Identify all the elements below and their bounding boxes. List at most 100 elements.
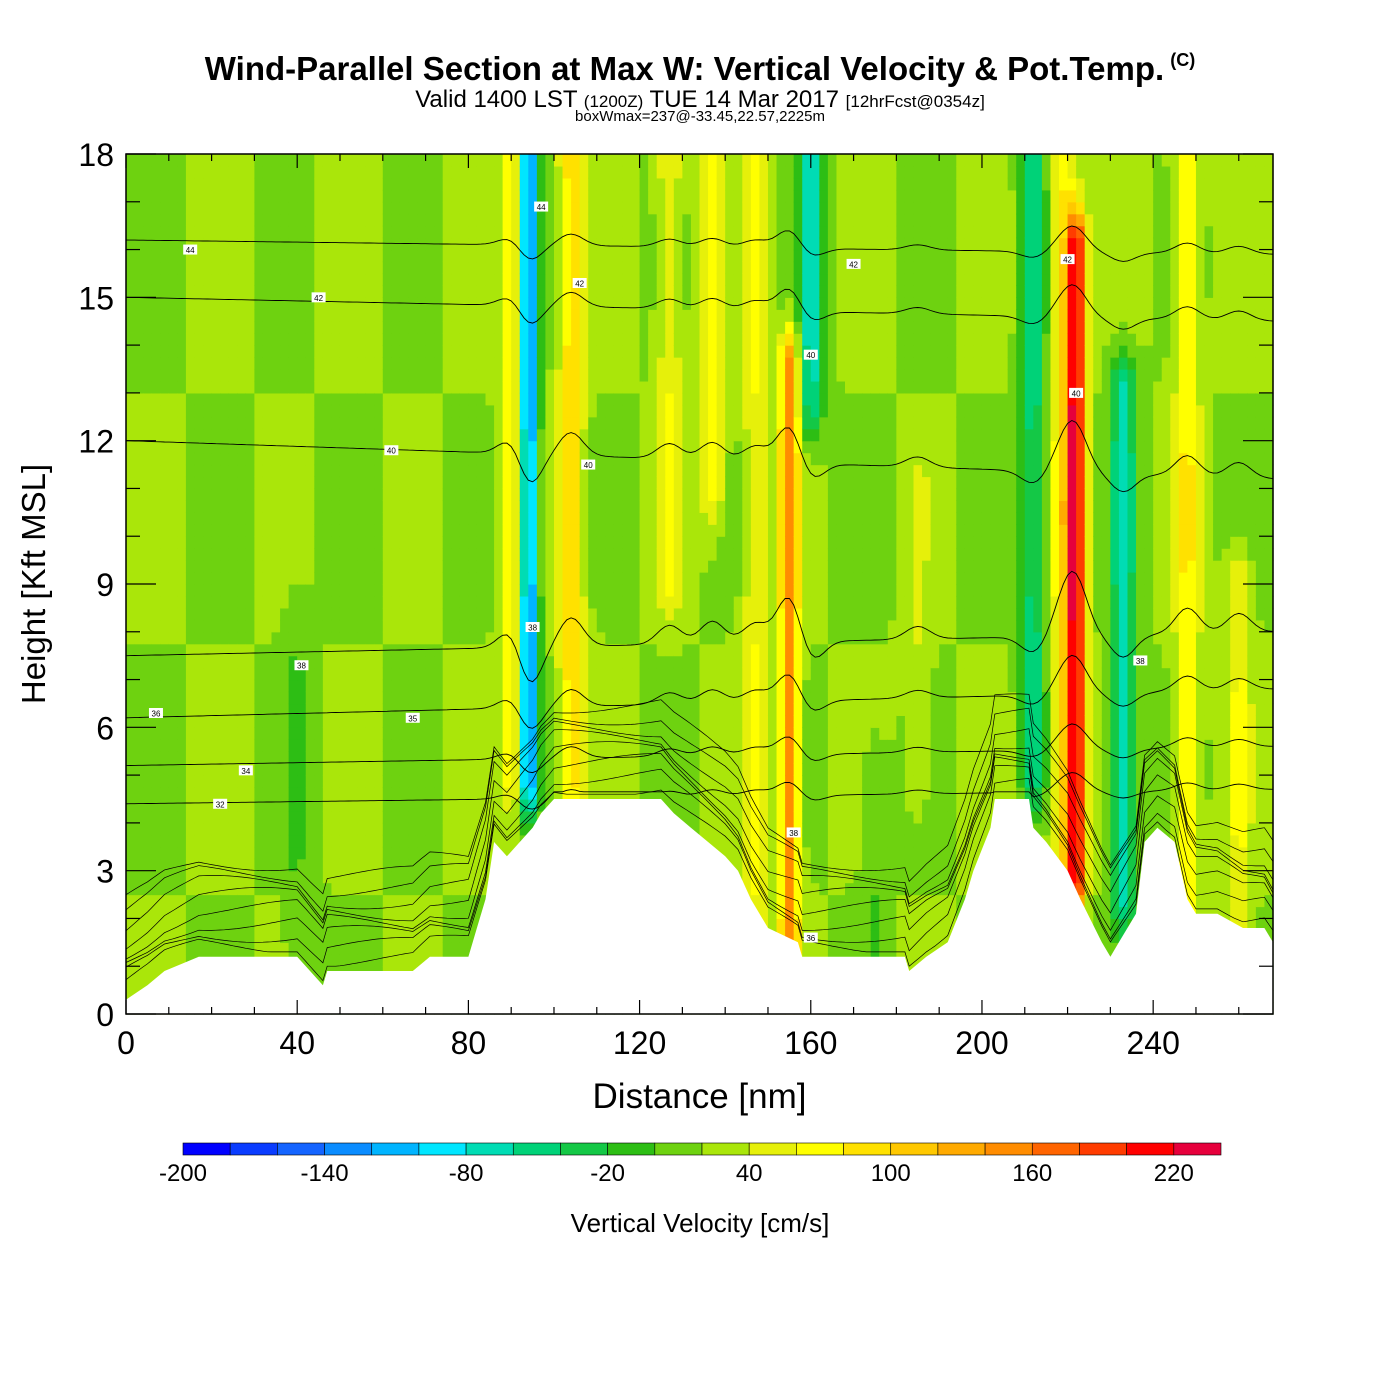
contour-label: 40 [384,445,399,456]
colorbar: -200 -140 -80 -20 40 100 160 220 Vertical Veloci… [159,1142,1222,1238]
y-tick-label: 3 [96,854,114,890]
colorbar-swatch [843,1142,892,1156]
colorbar-swatch [418,1142,467,1156]
isentrope-line [125,723,1274,774]
colorbar-swatch [229,1142,278,1156]
contour-label: 36 [803,932,818,943]
isentrope-line [125,419,1274,493]
colorbar-swatch [1031,1142,1080,1156]
contour-label: 38 [525,622,540,633]
contour-label: 38 [294,660,309,671]
contour-label-text: 42 [575,280,584,289]
contour-label: 38 [786,827,801,838]
colorbar-swatch [796,1142,844,1156]
y-tick-label: 18 [78,137,114,173]
colorbar-swatch [701,1142,750,1156]
contour-label-text: 34 [241,767,250,776]
contour-label-text: 36 [152,710,161,719]
contour-label-text: 40 [806,351,815,360]
contour-label: 32 [213,798,228,809]
contour-label: 42 [1060,254,1075,265]
contour-label-text: 44 [537,203,546,212]
y-tick-label: 6 [96,710,114,746]
y-tick-label: 0 [96,997,114,1033]
colorbar-swatch [277,1142,325,1156]
contour-label-text: 42 [1063,256,1072,265]
colorbar-tick-label: 160 [1012,1160,1052,1187]
colorbar-swatch [937,1142,986,1156]
colorbar-label: Vertical Velocity [cm/s] [571,1208,830,1238]
colorbar-swatch [512,1142,561,1156]
x-axis: 0 40 80 120 160 200 240 Distance [nm] [117,154,1240,1116]
colorbar-swatch [465,1142,514,1156]
contour-label: 42 [311,292,326,303]
subtitle-utc: (1200Z) [583,92,644,111]
contour-label-text: 40 [1072,389,1081,398]
isentrope-line [125,693,1274,895]
isentrope-line [125,778,1274,982]
contour-label: 42 [572,278,587,289]
isentrope-line [125,707,1274,912]
colorbar-tick-label: -80 [449,1160,484,1187]
contour-label: 44 [534,201,549,212]
x-tick-label: 120 [613,1025,666,1061]
colorbar-tick-label: -200 [159,1160,207,1187]
contour-label-text: 38 [1136,657,1145,666]
isentrope-line [125,225,1274,262]
x-axis-label: Distance [nm] [593,1077,807,1116]
colorbar-swatch [560,1142,608,1156]
isentrope-line [125,772,1274,810]
x-tick-label: 0 [117,1025,135,1061]
contour-label: 35 [405,712,420,723]
y-axis-label: Height [Kft MSL] [15,464,52,704]
y-tick-label: 12 [78,424,114,460]
colorbar-swatch [1126,1142,1175,1156]
contour-label: 38 [1133,655,1148,666]
subtitle-forecast: [12hrFcst@0354z] [845,92,985,111]
contour-label-text: 40 [584,461,593,470]
contour-label: 36 [148,708,163,719]
colorbar-tick-label: -20 [590,1160,625,1187]
contour-label: 44 [183,244,198,255]
colorbar-tick-label: -140 [301,1160,349,1187]
contour-label-text: 36 [806,934,815,943]
contour-label-text: 35 [408,714,417,723]
contour-label-text: 38 [297,662,306,671]
isentrope-line [125,753,1274,963]
isentropes [125,225,1274,982]
isentrope-line [125,570,1274,683]
colorbar-swatch [890,1142,939,1156]
x-tick-label: 160 [784,1025,837,1061]
contour-label: 40 [1069,387,1084,398]
x-tick-label: 40 [279,1025,315,1061]
subtitle-valid: Valid 1400 LST [415,86,578,113]
isentrope-line [125,741,1274,960]
contour-label: 34 [238,765,253,776]
colorbar-swatch [1079,1142,1127,1156]
colorbar-swatch [182,1142,231,1156]
contour-label-text: 44 [186,246,195,255]
colorbar-swatch [607,1142,656,1156]
copyright-mark: (C) [1170,50,1196,70]
y-tick-label: 15 [78,280,114,316]
contour-label: 42 [846,258,861,269]
y-tick-label: 9 [96,567,114,603]
x-tick-label: 80 [451,1025,487,1061]
chart-note: boxWmax=237@-33.45,22.57,2225m [575,108,825,125]
contour-label: 40 [581,459,596,470]
colorbar-swatch [748,1142,797,1156]
contour-label: 40 [803,349,818,360]
isentrope-line [125,729,1274,950]
isentrope-line [125,765,1274,968]
chart-title: Wind-Parallel Section at Max W: Vertical… [0,50,1400,88]
x-tick-label: 200 [955,1025,1008,1061]
colorbar-tick-label: 100 [871,1160,911,1187]
colorbar-swatch [984,1142,1033,1156]
colorbar-swatch [371,1142,420,1156]
x-tick-label: 240 [1126,1025,1179,1061]
contour-label-text: 38 [789,829,798,838]
subtitle-date: TUE 14 Mar 2017 [649,86,839,113]
colorbar-tick-label: 40 [736,1160,763,1187]
colorbar-tick-label: 220 [1154,1160,1194,1187]
